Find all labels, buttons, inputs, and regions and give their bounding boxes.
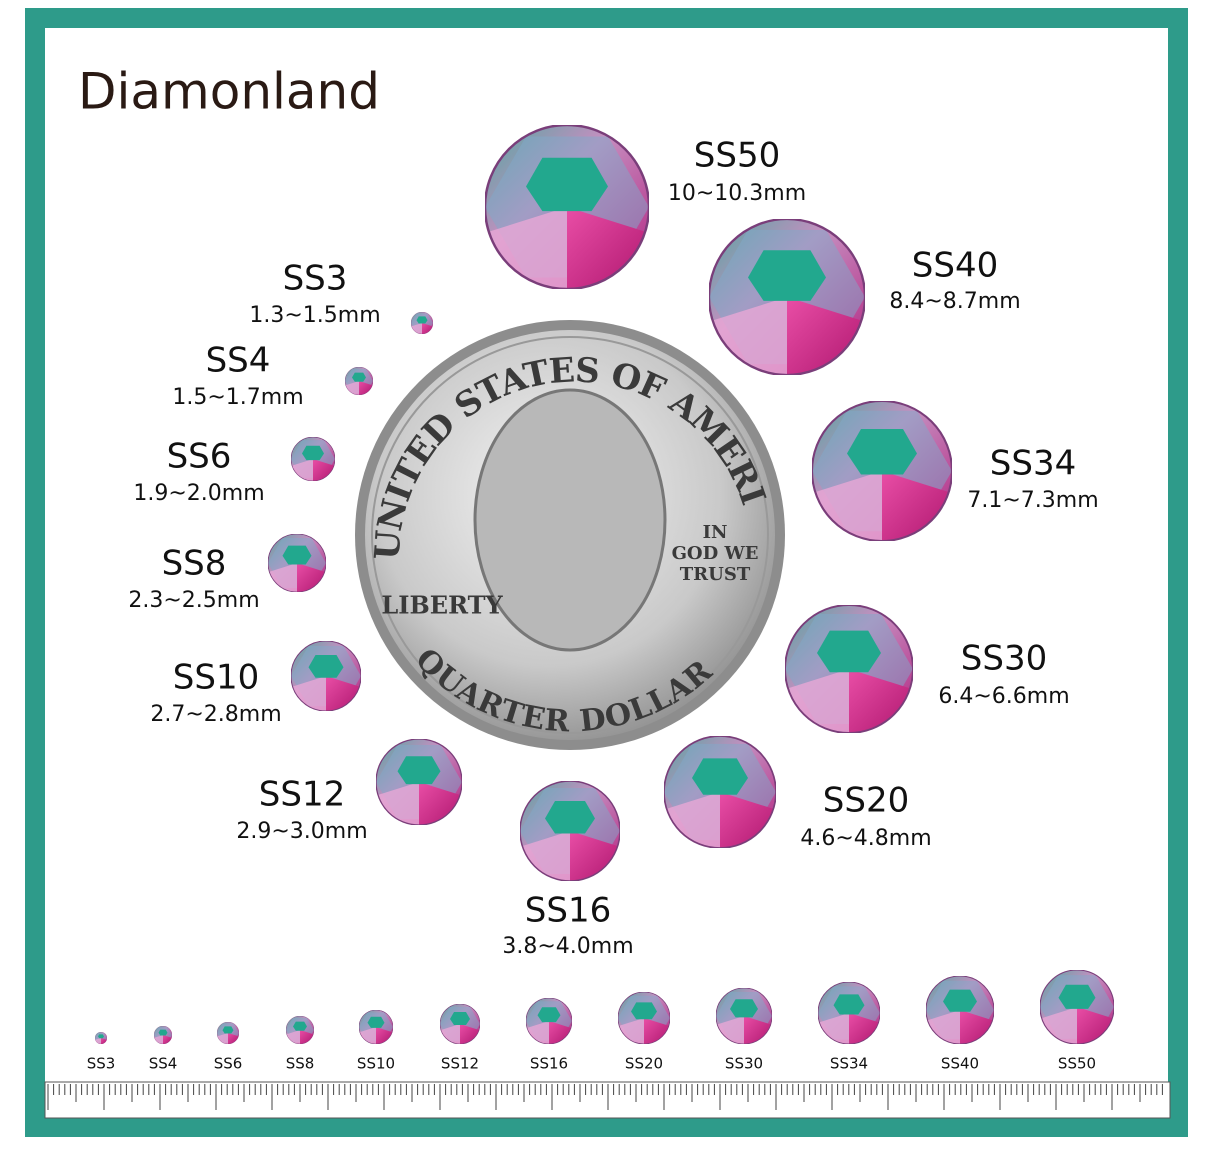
rhinestone — [291, 437, 335, 481]
rhinestone-small — [95, 1032, 107, 1044]
rhinestone-small — [526, 998, 572, 1044]
rhinestone-small — [1040, 970, 1114, 1044]
size-name: SS10 — [173, 658, 259, 698]
size-range: 7.1~7.3mm — [967, 488, 1098, 513]
rhinestone-small — [818, 982, 880, 1044]
size-range: 8.4~8.7mm — [889, 289, 1020, 314]
rhinestone — [664, 736, 776, 848]
rhinestone-small — [286, 1016, 314, 1044]
size-range: 6.4~6.6mm — [938, 684, 1069, 709]
rhinestone — [411, 312, 433, 334]
size-name-small: SS16 — [530, 1055, 568, 1073]
coin-left: LIBERTY — [381, 591, 503, 620]
size-name: SS20 — [823, 781, 909, 821]
size-name-small: SS6 — [214, 1055, 243, 1073]
size-range: 1.3~1.5mm — [249, 303, 380, 328]
rhinestone — [485, 125, 649, 289]
size-name: SS40 — [912, 246, 998, 286]
size-name-small: SS20 — [625, 1055, 663, 1073]
rhinestone — [520, 781, 620, 881]
rhinestone — [376, 739, 462, 825]
size-name: SS8 — [162, 544, 227, 584]
size-name-small: SS4 — [149, 1055, 178, 1073]
size-range: 3.8~4.0mm — [502, 934, 633, 959]
size-range: 2.7~2.8mm — [150, 702, 281, 727]
size-name-small: SS12 — [441, 1055, 479, 1073]
coin-motto: TRUST — [680, 564, 751, 585]
size-name: SS12 — [259, 775, 345, 815]
size-name-small: SS40 — [941, 1055, 979, 1073]
size-name: SS6 — [167, 437, 232, 477]
size-name-small: SS3 — [87, 1055, 116, 1073]
size-range: 2.3~2.5mm — [128, 588, 259, 613]
size-name: SS30 — [961, 639, 1047, 679]
brand: Diamonland — [78, 63, 380, 121]
size-name-small: SS34 — [830, 1055, 868, 1073]
rhinestone-small — [716, 988, 772, 1044]
coin-motto: GOD WE — [672, 543, 759, 564]
size-range: 10~10.3mm — [668, 181, 806, 206]
rhinestone — [785, 605, 913, 733]
rhinestone-small — [926, 976, 994, 1044]
size-name-small: SS50 — [1058, 1055, 1096, 1073]
size-name: SS34 — [990, 444, 1076, 484]
size-range: 1.5~1.7mm — [172, 385, 303, 410]
rhinestone-small — [154, 1026, 172, 1044]
rhinestone — [812, 401, 952, 541]
rhinestone — [709, 219, 865, 375]
size-name-small: SS30 — [725, 1055, 763, 1073]
frame — [25, 8, 1188, 1137]
rhinestone — [345, 367, 373, 395]
size-range: 2.9~3.0mm — [236, 819, 367, 844]
size-range: 1.9~2.0mm — [133, 481, 264, 506]
coin-motto: IN — [703, 522, 728, 543]
rhinestone-small — [440, 1004, 480, 1044]
rhinestone — [268, 534, 326, 592]
size-name: SS16 — [525, 891, 611, 931]
rhinestone-small — [217, 1022, 239, 1044]
rhinestone-small — [618, 992, 670, 1044]
rhinestone — [291, 641, 361, 711]
rhinestone-small — [359, 1010, 393, 1044]
size-name-small: SS10 — [357, 1055, 395, 1073]
ruler — [44, 1081, 1171, 1119]
size-range: 4.6~4.8mm — [800, 826, 931, 851]
size-name: SS50 — [694, 136, 780, 176]
size-name: SS4 — [206, 341, 271, 381]
size-name: SS3 — [283, 259, 348, 299]
size-name-small: SS8 — [286, 1055, 315, 1073]
